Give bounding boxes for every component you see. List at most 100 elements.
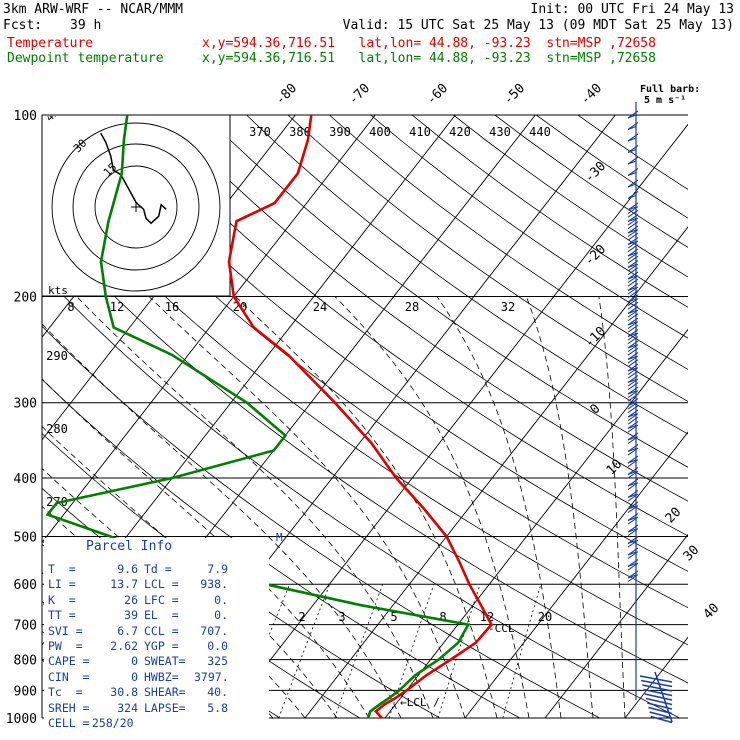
moist-adiabat-line: [598, 296, 626, 719]
parcel-info-value: 6.7: [117, 623, 138, 638]
wind-barb: [627, 202, 639, 218]
wind-barb-flag: [627, 467, 639, 475]
wind-barb-flag: [627, 340, 639, 349]
fcst-label: Fcst:: [3, 18, 43, 33]
sounding-profiles: [45, 115, 494, 719]
wind-barb: [627, 409, 639, 425]
mixing-ratio-label: 5: [390, 610, 397, 624]
pressure-label: 900: [14, 684, 37, 699]
isotherm-label: -50: [501, 81, 528, 108]
dry-adiabat-line: [42, 168, 688, 646]
hodograph-ring: [94, 165, 178, 249]
wind-barb-flag: [627, 355, 639, 364]
wind-barb-flag: [627, 378, 639, 387]
pressure-label: 100: [14, 109, 37, 124]
wind-barb-flag: [627, 321, 639, 330]
mixing-ratio-label: 20: [538, 610, 552, 624]
wind-barb-flag: [627, 382, 639, 391]
low-level-barb: [643, 688, 673, 697]
isotherm-label: 10: [604, 457, 626, 479]
parcel-info-label: LFC =: [144, 592, 179, 607]
wind-barb: [627, 329, 639, 345]
hodograph-ring: [51, 122, 221, 292]
parcel-info-label: TT =: [48, 608, 76, 623]
parcel-info-value: 325: [207, 654, 228, 669]
wind-barb: [627, 490, 639, 502]
mixing-ratio-label: 2: [298, 610, 305, 624]
wind-barb: [627, 536, 639, 548]
wind-barb-flag: [627, 539, 639, 548]
isotherm-line: [224, 123, 688, 719]
low-level-barb: [641, 679, 673, 688]
isotherm-label: -70: [346, 81, 373, 108]
wind-barb: [627, 179, 639, 188]
dry-adiabat-line: [246, 115, 688, 435]
wind-barb-flag: [627, 421, 639, 429]
wind-barb-flag: [627, 516, 639, 525]
wind-barb: [627, 501, 639, 514]
moist-adiabat-line: [42, 426, 338, 719]
parcel-info-label: SVI =: [48, 623, 83, 638]
isotherm-line: [705, 115, 740, 718]
temperature-location: x,y=594.36,716.51 lat,lon= 44.88, -93.23…: [202, 36, 656, 51]
wind-barb-flag: [627, 225, 639, 234]
dry-adiabat-line: [329, 115, 688, 370]
wind-barb-flag: [627, 547, 639, 556]
hodograph-speed-label: 12: [110, 300, 124, 314]
isotherm-line: [304, 226, 688, 719]
wind-barb-flag: [627, 344, 639, 353]
dry-adiabat-line: [80, 115, 688, 572]
parcel-info-value: 3797.: [194, 669, 229, 684]
wind-barb-flag: [627, 524, 639, 533]
wind-barb: [627, 271, 639, 287]
wind-barb: [627, 478, 639, 491]
wind-barb-flag: [627, 482, 639, 491]
freezing-level-marker: M: [276, 531, 283, 544]
wind-barb-flag: [627, 329, 639, 337]
wind-barb-flag: [627, 290, 639, 299]
pressure-label: 500: [14, 530, 37, 545]
parcel-info-value: 9.6: [117, 562, 138, 576]
pressure-label: 300: [14, 397, 37, 412]
wind-barb-flag: [627, 559, 639, 567]
dry-adiabat-line: [370, 115, 688, 339]
parcel-info-label: EL =: [144, 608, 179, 623]
low-level-barb: [650, 715, 673, 724]
wind-barb-flag: [627, 252, 639, 261]
wind-barb-flag: [627, 386, 639, 395]
wind-barb: [627, 513, 639, 525]
parcel-info-title: Parcel Info: [86, 539, 173, 554]
wind-barb: [627, 214, 639, 230]
low-level-barb: [654, 671, 673, 723]
parcel-info-value: 7.9: [207, 562, 228, 576]
parcel-info-value: 39: [124, 608, 138, 623]
wind-barb-flag: [627, 283, 639, 291]
wind-barb-flag: [627, 359, 639, 368]
wind-barb: [627, 547, 639, 560]
parcel-info-value: 324: [117, 700, 138, 715]
wind-barb-flag: [627, 393, 639, 402]
wind-barb-flag: [627, 237, 639, 245]
theta-label: 380: [289, 125, 311, 139]
theta-label: 390: [329, 125, 351, 139]
moist-adiabat-line: [334, 296, 530, 719]
wind-barb-flag: [627, 255, 639, 264]
wind-barb-flag: [627, 367, 639, 376]
dewpoint-location: x,y=594.36,716.51 lat,lon= 44.88, -93.23…: [202, 51, 656, 66]
mixing-ratio-line: [502, 584, 542, 719]
isotherm-line: [384, 328, 688, 719]
wind-barb-flag: [627, 432, 639, 441]
isotherm-label: 0: [587, 401, 603, 417]
wind-barb-flag: [627, 229, 639, 238]
dewpoint-legend: Dewpoint temperature: [7, 51, 164, 66]
dry-adiabat-line: [122, 115, 688, 537]
model-title: 3km ARW-WRF -- NCAR/MMM: [3, 2, 184, 17]
parcel-info-label: Td =: [144, 562, 172, 576]
temperature-profile: [227, 115, 494, 719]
parcel-info-label: HWBZ=: [144, 669, 179, 684]
parcel-info-value: 13.7: [110, 577, 138, 592]
parcel-info-label: LCL =: [144, 577, 179, 592]
parcel-info-value: 707.: [200, 623, 228, 638]
